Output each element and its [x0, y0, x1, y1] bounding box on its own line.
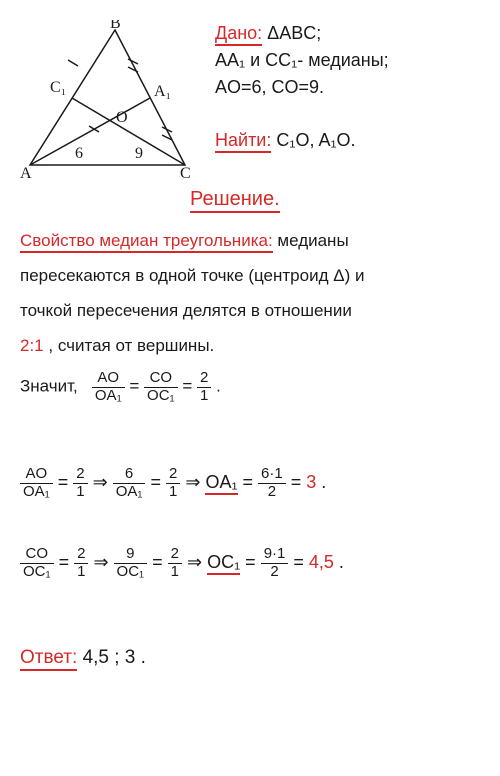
- triangle-diagram: A B C C₁ A₁ O 6 9: [20, 20, 200, 180]
- property-line1: Свойство медиан треугольника: медианы: [20, 225, 480, 257]
- answer-line: Ответ: 4,5 ; 3 .: [20, 640, 480, 676]
- property-line3: точкой пересечения делятся в отношении: [20, 295, 480, 327]
- find-line: Найти: C₁O, A₁O.: [215, 130, 356, 151]
- equation-oa1: AOOA₁ = 21 ⇒ 6OA₁ = 21 ⇒ OA₁ = 6·12 = 3 …: [20, 465, 480, 500]
- find-val: C₁O, A₁O.: [276, 130, 355, 150]
- label-nine: 9: [135, 145, 143, 162]
- handwritten-page: A B C C₁ A₁ O 6 9 Дано: ΔABC; AA₁ и CC₁-…: [0, 0, 500, 776]
- vertex-b: B: [110, 20, 121, 32]
- vertex-c1: C₁: [50, 79, 66, 96]
- solution-title: Решение.: [190, 188, 280, 211]
- equation-oc1: COOC₁ = 21 ⇒ 9OC₁ = 21 ⇒ OC₁ = 9·12 = 4,…: [20, 545, 480, 580]
- property-line4: 2:1 , считая от вершины.: [20, 330, 480, 362]
- given-l3: AO=6, CO=9.: [215, 74, 485, 101]
- given-title: Дано:: [215, 23, 262, 46]
- find-title: Найти:: [215, 130, 271, 153]
- point-o: O: [116, 109, 128, 126]
- property-line2: пересекаются в одной точке (центроид Δ) …: [20, 260, 480, 292]
- given-l1: ΔABC;: [267, 23, 321, 43]
- label-six: 6: [75, 145, 83, 162]
- vertex-a: A: [20, 165, 32, 180]
- vertex-a1: A₁: [154, 83, 171, 100]
- vertex-c: C: [180, 165, 191, 180]
- given-l2: AA₁ и CC₁- медианы;: [215, 47, 485, 74]
- given-block: Дано: ΔABC; AA₁ и CC₁- медианы; AO=6, CO…: [215, 20, 485, 101]
- therefore-line: Значит, AOOA₁ = COOC₁ = 21 .: [20, 370, 480, 404]
- triangle-svg: A B C C₁ A₁ O 6 9: [20, 20, 200, 180]
